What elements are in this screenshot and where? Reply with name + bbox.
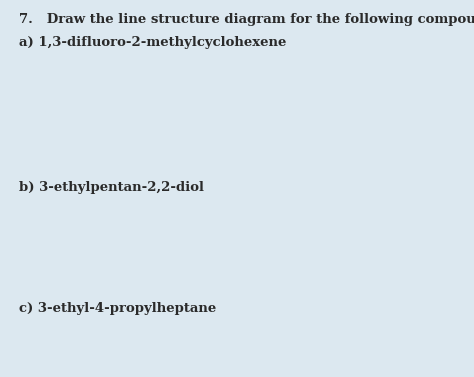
Text: a) 1,3-difluoro-2-methylcyclohexene: a) 1,3-difluoro-2-methylcyclohexene — [19, 36, 286, 49]
Text: c) 3-ethyl-4-propylheptane: c) 3-ethyl-4-propylheptane — [19, 302, 216, 314]
Text: b) 3-ethylpentan-2,2-diol: b) 3-ethylpentan-2,2-diol — [19, 181, 204, 194]
Text: 7.   Draw the line structure diagram for the following compounds:: 7. Draw the line structure diagram for t… — [19, 13, 474, 26]
